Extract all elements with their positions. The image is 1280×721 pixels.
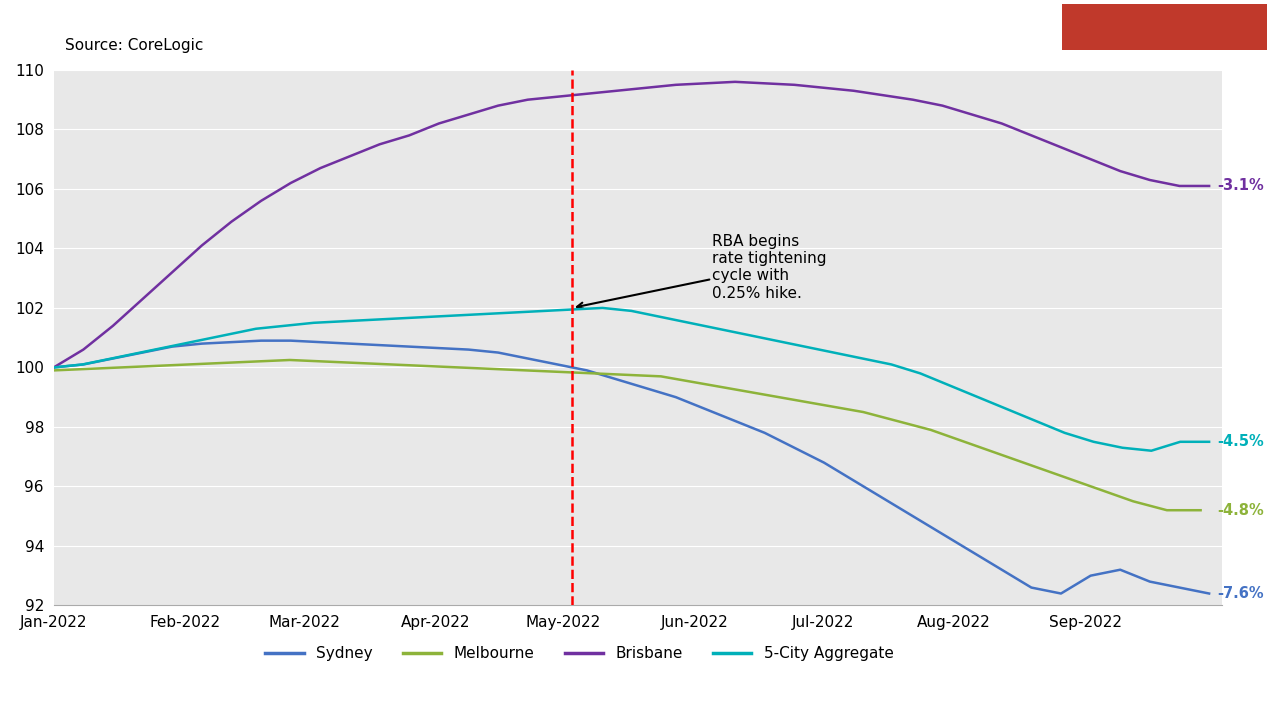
Text: BUSINESS: BUSINESS: [1105, 40, 1204, 58]
Text: -4.5%: -4.5%: [1217, 434, 1265, 449]
Text: RBA begins
rate tightening
cycle with
0.25% hike.: RBA begins rate tightening cycle with 0.…: [577, 234, 827, 309]
Text: -4.8%: -4.8%: [1217, 503, 1265, 518]
Text: -3.1%: -3.1%: [1217, 179, 1265, 193]
Text: -7.6%: -7.6%: [1217, 586, 1265, 601]
Legend: Sydney, Melbourne, Brisbane, 5-City Aggregate: Sydney, Melbourne, Brisbane, 5-City Aggr…: [260, 640, 900, 668]
Text: Source: CoreLogic: Source: CoreLogic: [65, 37, 204, 53]
